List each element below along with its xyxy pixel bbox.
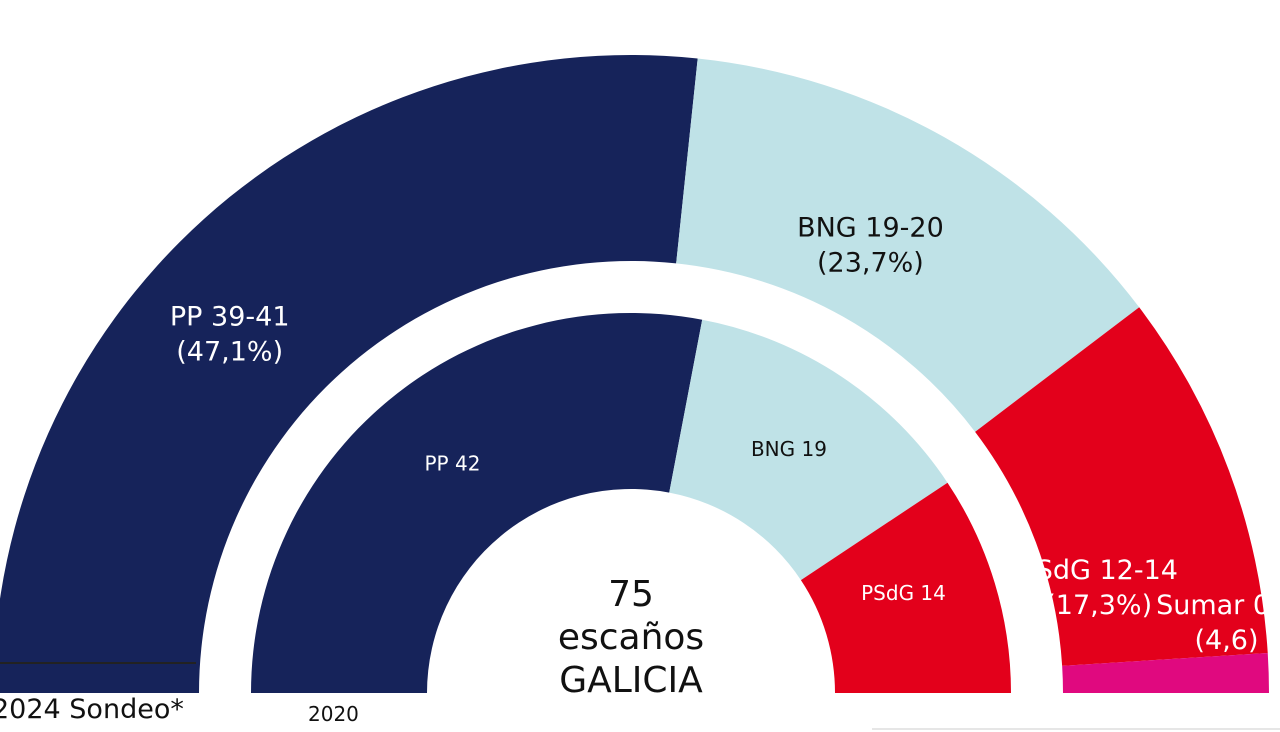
outer-pct-bng: (23,7%) [817, 248, 924, 279]
outer-slice-bng [676, 58, 1140, 432]
outer-label-bng: BNG 19-20 [797, 213, 944, 244]
outer-pct-psdg: (17,3%) [1045, 590, 1152, 621]
center-unit: escaños [558, 617, 704, 658]
outer-slice-psdg [975, 307, 1268, 666]
inner-ring-2020: PP 42 BNG 19 PSdG 14 [251, 312, 1011, 693]
outer-slice-sumar [1062, 652, 1269, 693]
outer-pct-pp: (47,1%) [176, 337, 283, 368]
outer-slice-pp [0, 55, 698, 693]
outer-ring-caption: 2024 Sondeo* [0, 694, 184, 725]
outer-label-psdg: PSdG 12-14 [1019, 555, 1178, 586]
inner-label-psdg: PSdG 14 [861, 581, 946, 605]
bottom-divider [872, 728, 1280, 730]
outer-label-sumar: Sumar 0-2 [1156, 590, 1280, 621]
center-seats: 75 [608, 574, 654, 615]
center-region: GALICIA [559, 660, 703, 701]
inner-slice-bng [669, 319, 948, 581]
inner-slice-psdg [800, 482, 1011, 693]
outer-ring-2024: PP 39-41 (47,1%) BNG 19-20 (23,7%) PSdG 12-1… [0, 55, 1280, 693]
outer-pct-sumar: (4,6) [1195, 625, 1259, 656]
outer-label-pp: PP 39-41 [170, 302, 290, 333]
inner-label-bng: BNG 19 [751, 437, 827, 461]
legend-rule [0, 662, 196, 664]
inner-slice-pp [251, 312, 703, 693]
inner-label-pp: PP 42 [424, 451, 480, 475]
center-label: 75 escaños GALICIA [558, 574, 704, 701]
inner-ring-caption: 2020 [308, 702, 359, 726]
